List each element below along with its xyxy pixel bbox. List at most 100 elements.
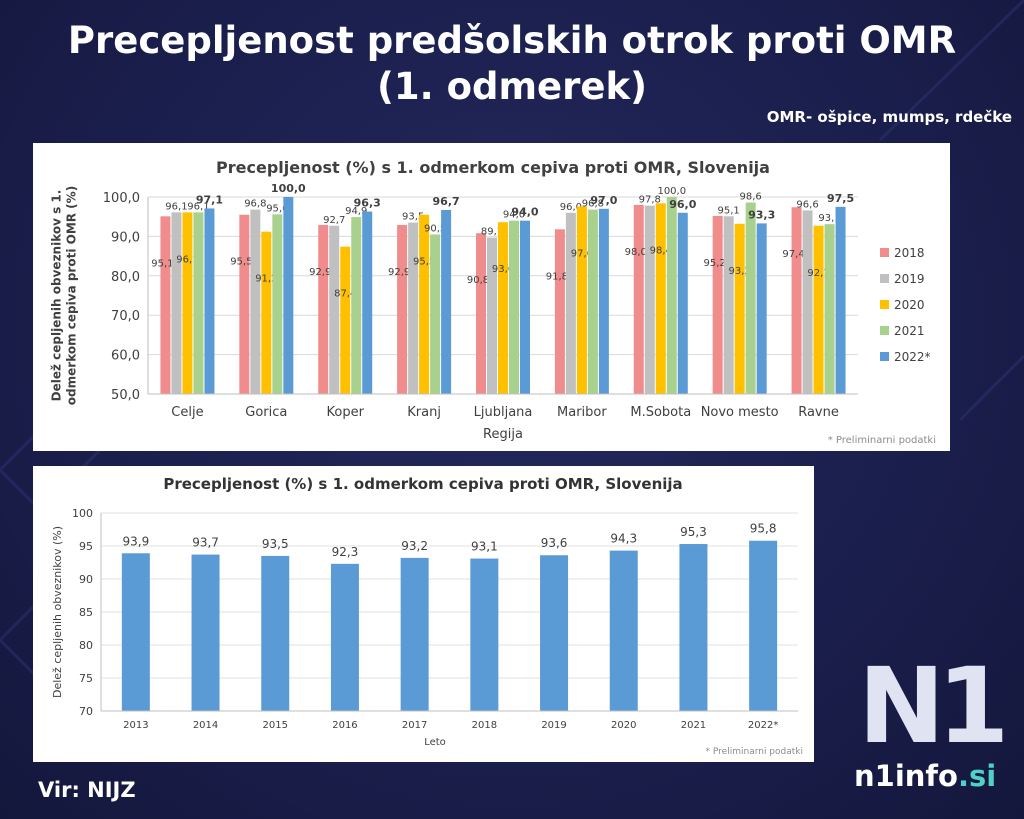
omr-definition: OMR- ošpice, mumps, rdečke bbox=[766, 108, 1012, 126]
chart-1-data-label: 96,1 bbox=[187, 201, 209, 212]
chart-2-data-label: 93,5 bbox=[262, 537, 289, 551]
chart-2-bar bbox=[470, 558, 499, 711]
chart-1-legend-label: 2022* bbox=[894, 350, 931, 364]
chart-1-bar bbox=[644, 205, 655, 394]
chart-1-bar bbox=[745, 202, 756, 394]
chart-2-y-tick-label: 70 bbox=[79, 705, 93, 718]
chart-1-x-tick-label: Maribor bbox=[557, 405, 607, 420]
chart-1-y-axis-label: Delež cepljenih obveznikov s 1.odmerkom … bbox=[50, 186, 79, 405]
chart-2-y-tick-label: 75 bbox=[79, 672, 93, 685]
chart-1-x-tick-label: Koper bbox=[327, 405, 365, 420]
chart-1-bar bbox=[182, 212, 193, 394]
chart-2-data-label: 93,9 bbox=[122, 534, 149, 548]
chart-2-x-tick-label: 2022* bbox=[748, 720, 778, 731]
yearly-bar-chart: Precepljenost (%) s 1. odmerkom cepiva p… bbox=[51, 475, 803, 757]
chart-1-x-tick-label: Kranj bbox=[407, 405, 441, 420]
chart-2-bar bbox=[749, 540, 778, 711]
chart-1-data-label: 97,8 bbox=[639, 195, 661, 206]
chart-1-data-label: 94,9 bbox=[345, 206, 367, 217]
chart-1-data-label: 90,8 bbox=[467, 275, 489, 286]
chart-2-x-axis-label: Leto bbox=[424, 737, 446, 748]
chart-1-bar bbox=[272, 214, 283, 394]
chart-1-data-label: 96,8 bbox=[582, 199, 604, 210]
chart-1-data-label: 94,0 bbox=[503, 210, 525, 221]
page-title-line-1: Precepljenost predšolskih otrok proti OM… bbox=[67, 19, 957, 62]
n1-logo: N1 bbox=[858, 645, 1009, 767]
chart-1-bar bbox=[723, 216, 734, 394]
chart-2-data-label: 92,3 bbox=[332, 545, 359, 559]
chart-1-bar bbox=[487, 237, 497, 394]
chart-1-data-label: 96,6 bbox=[796, 199, 818, 210]
chart-2-y-tick-label: 85 bbox=[79, 606, 93, 619]
chart-1-data-label: 95,5 bbox=[230, 257, 252, 268]
logo-tld: .si bbox=[957, 759, 997, 793]
chart-1-y-tick-label: 90,0 bbox=[111, 230, 140, 245]
chart-1-bar bbox=[813, 225, 824, 394]
chart-1-legend-label: 2019 bbox=[894, 272, 925, 286]
chart-1-bar bbox=[351, 217, 362, 394]
chart-1-data-label: 89,7 bbox=[481, 227, 503, 238]
chart-1-bar bbox=[283, 197, 294, 394]
chart-1-legend-label: 2018 bbox=[894, 246, 925, 260]
chart-2-bar bbox=[261, 555, 290, 711]
chart-1-y-tick-label: 50,0 bbox=[111, 388, 140, 403]
page-title: Precepljenost predšolskih otrok proti OM… bbox=[0, 18, 1024, 110]
chart-1-legend-swatch bbox=[880, 274, 889, 283]
regional-bar-chart: Precepljenost (%) s 1. odmerkom cepiva p… bbox=[50, 158, 936, 446]
chart-1-y-tick-label: 70,0 bbox=[111, 309, 140, 324]
source-label: Vir: NIJZ bbox=[38, 778, 136, 802]
chart-2-bar bbox=[540, 555, 569, 711]
chart-1-data-label: 95,1 bbox=[718, 205, 740, 216]
chart-1-note: * Preliminarni podatki bbox=[828, 435, 936, 446]
chart-1-bar bbox=[160, 216, 171, 394]
chart-2-x-tick-label: 2015 bbox=[263, 720, 288, 731]
yearly-chart-panel: Precepljenost (%) s 1. odmerkom cepiva p… bbox=[33, 466, 814, 762]
chart-1-bar bbox=[633, 204, 644, 394]
chart-1-data-label: 87,4 bbox=[334, 289, 356, 300]
chart-2-note: * Preliminarni podatki bbox=[706, 747, 803, 757]
chart-1-data-label: 96,8 bbox=[244, 199, 266, 210]
chart-2-bar bbox=[191, 554, 220, 711]
chart-1-bar bbox=[408, 222, 419, 394]
logo-name: n1info bbox=[854, 759, 958, 793]
chart-1-x-tick-label: Celje bbox=[171, 405, 203, 420]
chart-1-data-label: 97,0 bbox=[590, 194, 617, 207]
chart-1-data-label: 96,1 bbox=[165, 201, 187, 212]
chart-1-title: Precepljenost (%) s 1. odmerkom cepiva p… bbox=[216, 158, 770, 177]
chart-1-data-label: 97,5 bbox=[827, 192, 854, 205]
chart-2-x-tick-label: 2014 bbox=[193, 720, 218, 731]
chart-2-x-tick-label: 2016 bbox=[332, 720, 357, 731]
chart-1-data-label: 95,2 bbox=[704, 258, 726, 269]
chart-1-legend-label: 2020 bbox=[894, 298, 925, 312]
chart-1-data-label: 97,1 bbox=[196, 193, 223, 206]
chart-2-data-label: 93,7 bbox=[192, 536, 219, 550]
chart-1-bar bbox=[734, 223, 745, 394]
chart-2-x-tick-label: 2021 bbox=[681, 720, 706, 731]
chart-1-bar bbox=[655, 203, 666, 394]
chart-1-x-tick-label: Ravne bbox=[798, 405, 839, 420]
chart-1-legend-swatch bbox=[880, 300, 889, 309]
chart-1-data-label: 96,0 bbox=[669, 198, 696, 211]
chart-1-data-label: 93,2 bbox=[729, 266, 751, 277]
chart-1-data-label: 92,7 bbox=[323, 215, 345, 226]
chart-1-bar bbox=[756, 223, 767, 394]
chart-2-data-label: 95,3 bbox=[680, 525, 707, 539]
n1info-wordmark: n1info.si bbox=[854, 759, 996, 793]
chart-1-bar bbox=[441, 210, 452, 394]
chart-1-bar bbox=[340, 246, 351, 394]
chart-2-data-label: 93,2 bbox=[401, 539, 428, 553]
chart-1-data-label: 95,1 bbox=[151, 258, 173, 269]
chart-1-bar bbox=[509, 220, 519, 394]
chart-1-bar bbox=[362, 211, 373, 394]
chart-1-x-axis-label: Regija bbox=[483, 427, 523, 442]
chart-2-data-label: 93,1 bbox=[471, 540, 498, 554]
chart-1-bar bbox=[171, 212, 182, 394]
page-title-line-2: (1. odmerek) bbox=[376, 65, 647, 108]
chart-1-data-label: 92,7 bbox=[807, 268, 829, 279]
chart-1-bar bbox=[430, 234, 441, 394]
chart-2-bar bbox=[400, 557, 429, 711]
chart-1-legend-swatch bbox=[880, 326, 889, 335]
chart-1-bar bbox=[329, 225, 340, 394]
chart-2-data-label: 94,3 bbox=[610, 532, 637, 546]
chart-1-data-label: 95,5 bbox=[413, 257, 435, 268]
